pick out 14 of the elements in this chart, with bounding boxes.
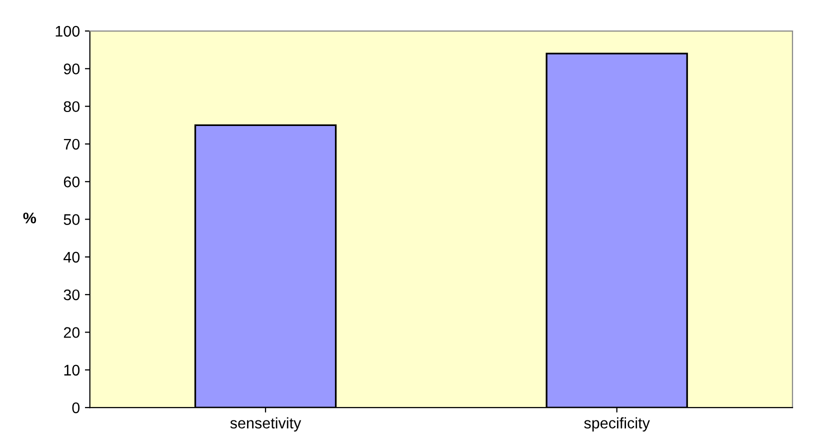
y-tick-label: 10 (64, 364, 80, 376)
y-tick-label: 0 (72, 402, 80, 414)
y-tick-label: 80 (64, 101, 80, 112)
y-tick-label: 60 (64, 176, 80, 188)
y-tick-label: 90 (64, 64, 80, 74)
y-tick-label: 30 (64, 289, 80, 300)
y-axis-title: % (23, 212, 36, 224)
y-tick-label: 40 (64, 252, 80, 263)
y-tick-label: 100 (56, 26, 80, 37)
y-tick-label: 20 (64, 327, 80, 338)
x-tick-label: sensetivity (230, 417, 302, 432)
y-tick-label: 50 (64, 214, 80, 225)
x-tick-label: specificity (584, 417, 650, 432)
y-tick-label: 70 (64, 138, 80, 150)
